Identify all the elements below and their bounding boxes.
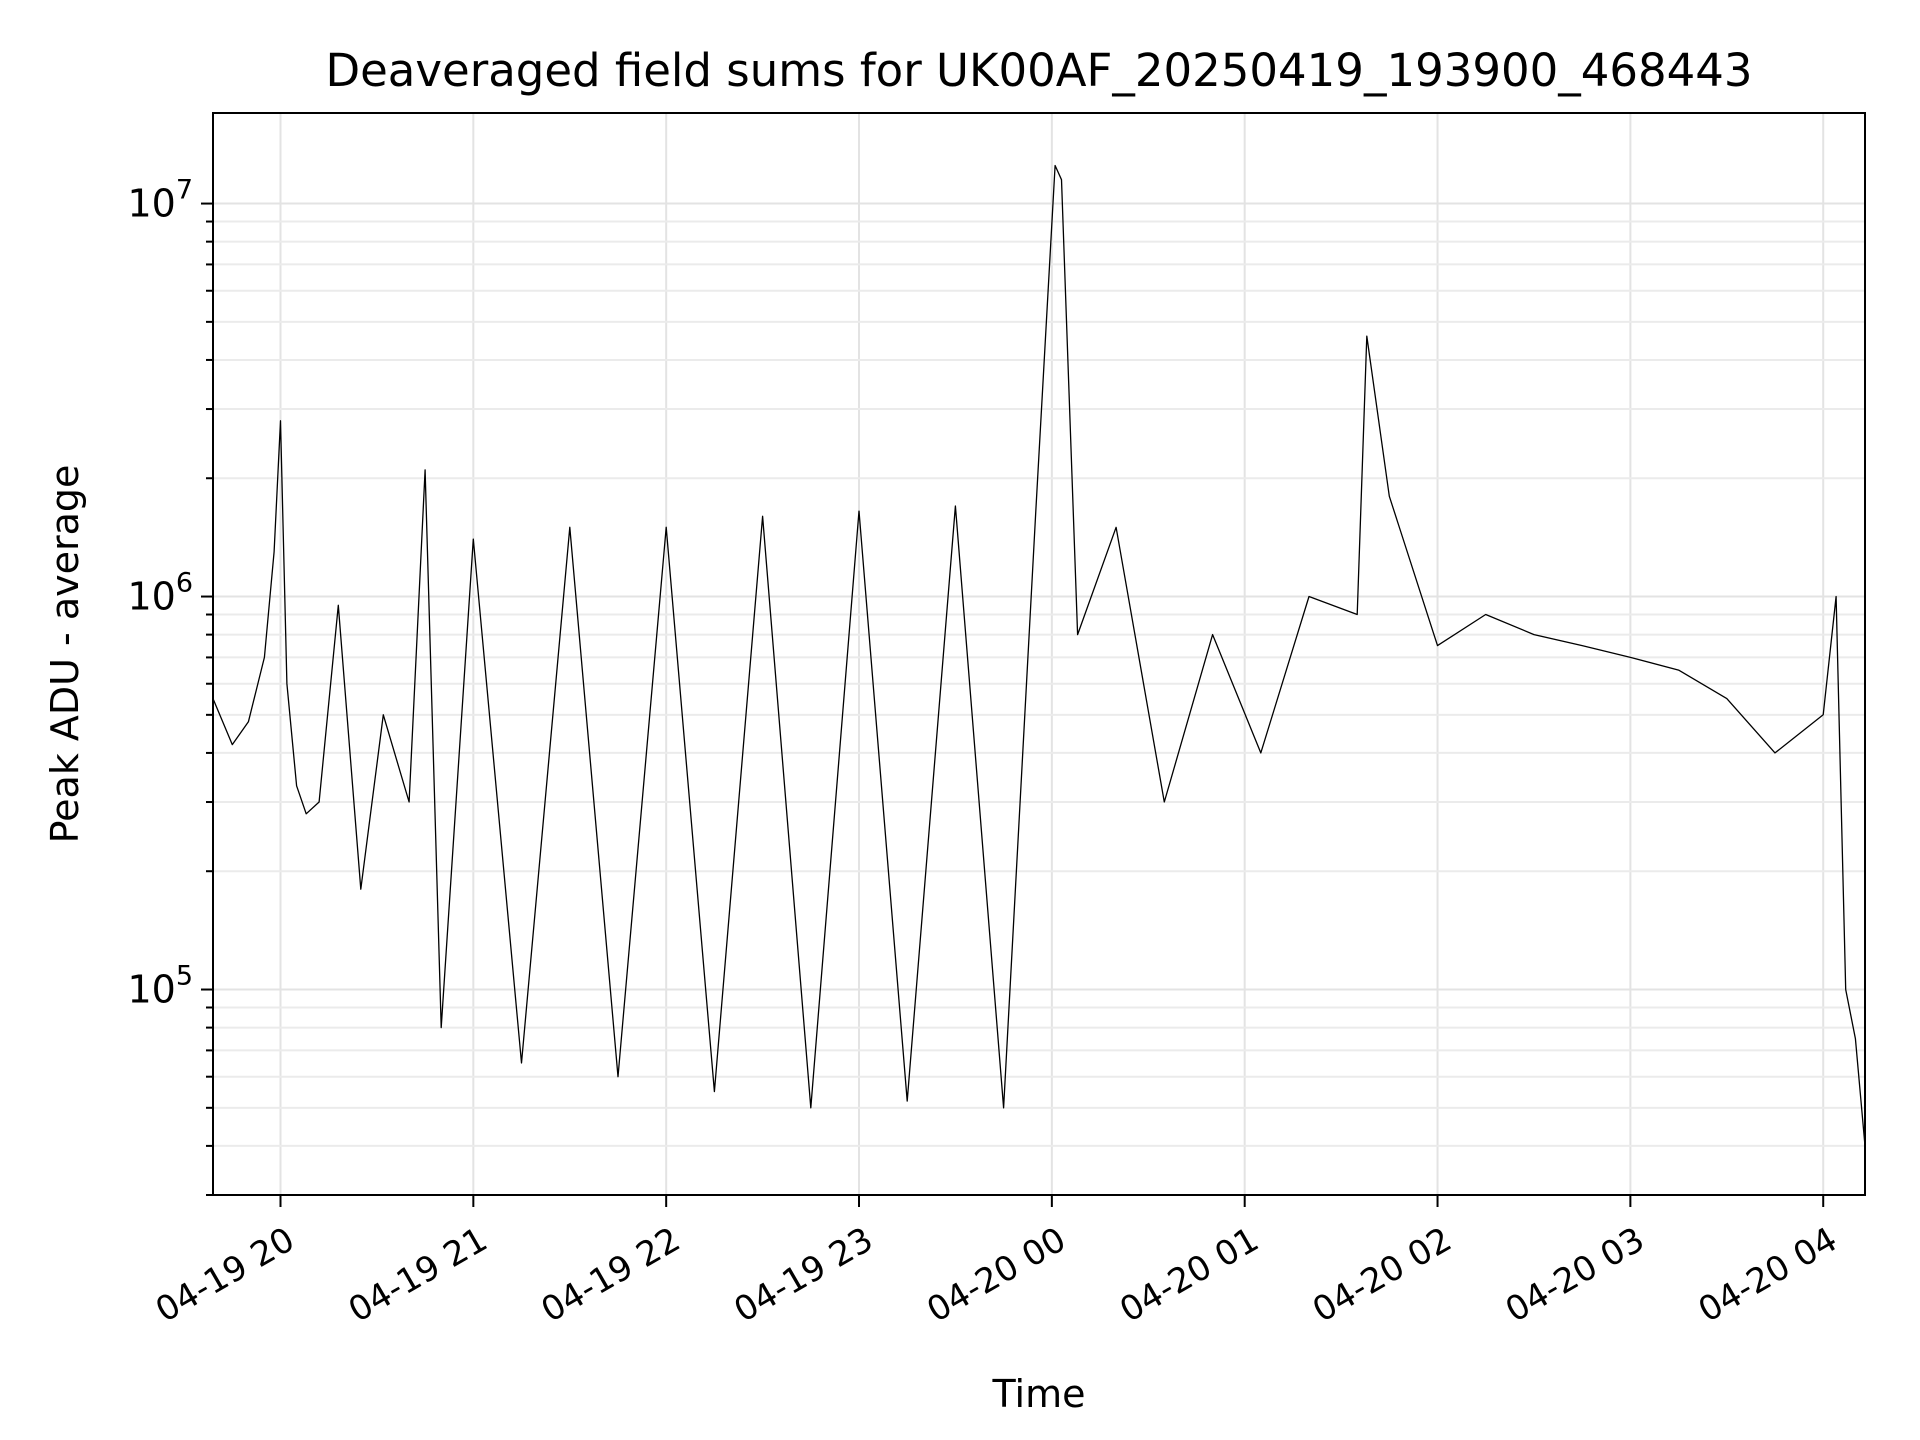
x-tick-label: 04-19 21 <box>342 1220 494 1331</box>
x-tick-label: 04-20 03 <box>1499 1220 1651 1331</box>
y-tick-label: 107 <box>127 175 193 226</box>
y-tick-label: 105 <box>127 961 193 1012</box>
x-tick-label: 04-20 02 <box>1306 1220 1458 1331</box>
chart-title: Deaveraged field sums for UK00AF_2025041… <box>325 44 1752 97</box>
y-axis-label: Peak ADU - average <box>43 465 87 844</box>
x-tick-label: 04-19 23 <box>728 1220 880 1331</box>
series-line <box>212 164 1866 1146</box>
grid-layer <box>213 113 1865 1196</box>
x-tick-label: 04-20 04 <box>1692 1220 1844 1331</box>
x-tick-label: 04-19 20 <box>149 1220 301 1331</box>
x-axis-label: Time <box>992 1372 1086 1416</box>
x-tick-label: 04-19 22 <box>535 1220 687 1331</box>
x-tick-label: 04-20 01 <box>1113 1220 1265 1331</box>
y-tick-label: 106 <box>127 568 193 619</box>
plot-frame <box>212 112 1866 1196</box>
x-tick-label: 04-20 00 <box>920 1220 1072 1331</box>
